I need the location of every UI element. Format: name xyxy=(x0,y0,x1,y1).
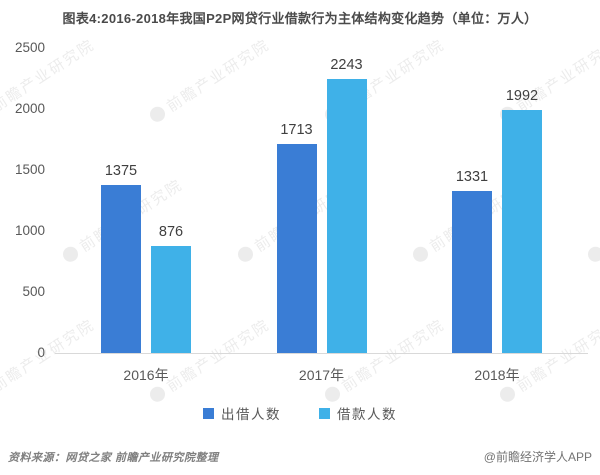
x-axis-label: 2018年 xyxy=(474,367,520,383)
y-axis-tick: 2000 xyxy=(14,101,45,116)
legend-swatch-lenders xyxy=(203,407,214,419)
y-axis-tick: 0 xyxy=(37,345,45,360)
watermark-logo-icon xyxy=(147,383,168,405)
legend: 出借人数 借款人数 xyxy=(0,403,600,423)
x-axis-label: 2016年 xyxy=(123,367,169,383)
bar-2017年-借款人数 xyxy=(326,79,367,353)
bar-2018年-出借人数 xyxy=(452,190,492,353)
watermark: 前瞻产业研究院 xyxy=(145,34,273,127)
watermark-logo-icon xyxy=(410,243,431,265)
value-label: 876 xyxy=(158,224,184,241)
value-label: 1713 xyxy=(280,122,313,138)
brand-note: @前瞻经济学人APP xyxy=(483,450,592,464)
legend-item-borrowers: 借款人数 xyxy=(319,403,397,423)
y-axis-tick: 500 xyxy=(22,284,45,299)
y-axis-tick: 1500 xyxy=(14,162,45,177)
source-note: 资料来源：网贷之家 前瞻产业研究院整理 xyxy=(8,452,219,464)
value-label: 1331 xyxy=(455,168,489,185)
bar-2018年-借款人数 xyxy=(502,109,542,353)
chart-area: 前瞻产业研究院 前瞻产业研究院 前瞻产业研究院 前瞻产业研究院 前瞻产业研究院 前瞻产业研… xyxy=(0,36,600,405)
watermark-logo-icon xyxy=(60,243,81,265)
watermark-logo-icon xyxy=(322,383,343,405)
y-axis-tick: 2500 xyxy=(14,40,45,55)
x-axis-label: 2017年 xyxy=(298,367,345,383)
bar-2016年-借款人数 xyxy=(151,246,191,353)
value-label: 1992 xyxy=(505,87,539,104)
legend-label-lenders: 出借人数 xyxy=(221,407,281,422)
value-label: 2243 xyxy=(330,57,363,74)
legend-swatch-borrowers xyxy=(319,407,330,419)
legend-item-lenders: 出借人数 xyxy=(203,403,281,423)
watermark-logo-icon xyxy=(497,383,518,405)
bar-2017年-出借人数 xyxy=(276,144,317,353)
y-axis-tick: 1000 xyxy=(14,223,45,238)
watermark-logo-icon xyxy=(585,243,600,265)
value-label: 1375 xyxy=(104,163,138,180)
watermark-logo-icon xyxy=(235,243,256,265)
chart-title: 图表4:2016-2018年我国P2P网贷行业借款行为主体结构变化趋势（单位：万… xyxy=(62,11,538,26)
watermark-logo-icon xyxy=(147,103,168,125)
legend-label-borrowers: 借款人数 xyxy=(337,407,397,422)
x-axis-line xyxy=(55,353,588,354)
bar-2016年-出借人数 xyxy=(101,185,141,353)
watermark: 前瞻产业研究院 xyxy=(583,174,600,267)
